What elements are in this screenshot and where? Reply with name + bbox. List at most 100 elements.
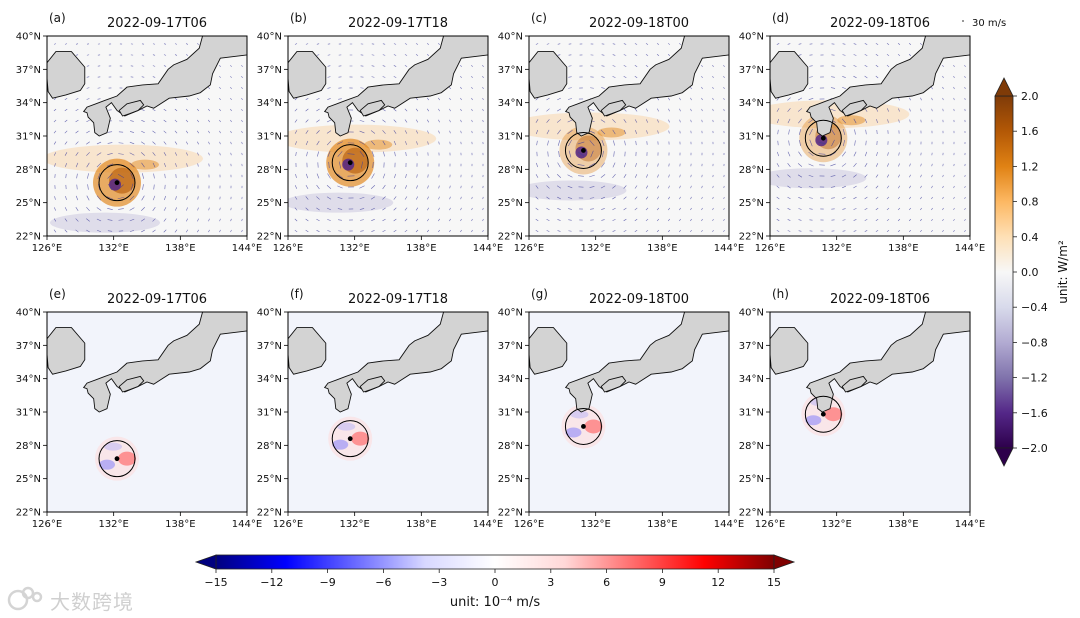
lat-tick-label: 34°N [739,374,764,385]
storm-center-marker [581,148,586,153]
lat-tick-label: 34°N [16,374,41,385]
lat-tick-label: 34°N [498,374,523,385]
lat-tick-label: 25°N [257,474,282,485]
lat-tick-label: 28°N [739,441,764,452]
shikoku-landmass [118,375,145,393]
lon-tick-label: 144°E [955,243,985,254]
top-colorbar-tick-label: −0.4 [1021,301,1048,314]
lat-tick-label: 37°N [498,65,523,76]
bottom-colorbar-body [215,554,775,570]
lon-tick-label: 138°E [165,243,195,254]
lon-tick-label: 132°E [821,519,851,530]
lat-tick-label: 28°N [257,165,282,176]
lat-tick-label: 34°N [257,374,282,385]
lon-tick-label: 138°E [888,243,918,254]
lon-tick-label: 138°E [888,519,918,530]
shikoku-landmass [118,99,145,117]
top-colorbar: 2.0 1.6 1.2 0.8 0.4 0.0 −0.4 −0.8 −1.2 −1.6 −2.0 u… [994,77,1070,467]
lat-tick-label: 25°N [739,474,764,485]
panel-title: 2022-09-17T18 [348,16,448,31]
bottom-colorbar-tick-label: −9 [319,576,335,589]
storm-center-marker [347,160,353,166]
lat-tick-label: 22°N [498,232,523,243]
storm-center-marker [114,180,120,186]
bottom-colorbar-tick-label: 15 [767,576,781,589]
panel-label: (c) [531,11,547,25]
korea-landmass [770,327,809,375]
korea-landmass [288,327,327,375]
lon-tick-label: 126°E [273,519,303,530]
panel-label: (a) [49,11,66,25]
lat-tick-label: 40°N [498,308,523,319]
lon-tick-label: 132°E [98,519,128,530]
panel-title: 2022-09-18T06 [830,292,930,307]
lat-tick-label: 34°N [257,98,282,109]
panel-title: 2022-09-17T06 [107,16,207,31]
shikoku-landmass [841,375,868,393]
panel-e: (e) 2022-09-17T06 126°E 132°E 138°E 144°E 22°N… [16,287,262,530]
lon-tick-label: 144°E [714,243,744,254]
lon-tick-label: 144°E [714,519,744,530]
lat-tick-label: 28°N [16,165,41,176]
lat-tick-label: 22°N [739,508,764,519]
panel-d: (d) 2022-09-18T06 126°E 132°E 138°E 144°E 22°N… [739,11,985,254]
storm-radius-ring [564,407,602,445]
panel-label: (f) [290,287,304,301]
panel-title: 2022-09-17T18 [348,292,448,307]
korea-landmass [529,51,568,99]
lat-tick-label: 37°N [498,341,523,352]
lon-tick-label: 126°E [32,243,62,254]
lon-tick-label: 126°E [514,243,544,254]
panel-f: (f) 2022-09-17T18 126°E 132°E 138°E 144°E 22°N… [257,287,503,530]
lat-tick-label: 28°N [257,441,282,452]
lat-tick-label: 37°N [16,65,41,76]
lat-tick-label: 40°N [257,32,282,43]
panel-title: 2022-09-18T06 [830,16,930,31]
bottom-colorbar-tick-label: 3 [547,576,554,589]
lon-tick-label: 132°E [98,243,128,254]
lon-tick-label: 132°E [339,243,369,254]
bottom-colorbar-tick-label: −12 [260,576,283,589]
lon-tick-label: 126°E [755,243,785,254]
bottom-colorbar-tick-label: 6 [603,576,610,589]
korea-landmass [288,51,327,99]
lon-tick-label: 144°E [232,519,262,530]
lon-tick-label: 132°E [580,243,610,254]
top-colorbar-label: unit: W/m² [1056,240,1070,304]
shikoku-landmass [359,375,386,393]
lat-tick-label: 25°N [739,198,764,209]
bottom-colorbar-tick-label: −6 [375,576,391,589]
bottom-colorbar-tick-label: −3 [431,576,447,589]
korea-landmass [47,327,86,375]
storm-center-marker [114,456,120,462]
top-colorbar-ticks: 2.0 1.6 1.2 0.8 0.4 0.0 −0.4 −0.8 −1.2 −1.6 −2.0 [1013,90,1048,455]
top-colorbar-min-extend [994,447,1014,467]
lat-tick-label: 25°N [498,474,523,485]
storm-radius-ring [564,131,602,169]
bottom-colorbar-max-extend [773,554,796,570]
bottom-colorbar: −15 −12 −9 −6 −3 0 3 6 9 12 15 unit: 10⁻⁴ m/s [194,554,796,610]
storm-radius-ring [804,395,842,433]
lon-tick-label: 138°E [647,519,677,530]
top-colorbar-tick-label: −0.8 [1021,336,1048,349]
top-colorbar-tick-label: −2.0 [1021,442,1048,455]
watermark: 大数跨境 [6,584,146,614]
top-colorbar-tick-label: 0.0 [1021,266,1039,279]
quiver-key: 30 m/s [962,18,1006,29]
lat-tick-label: 28°N [739,165,764,176]
lat-tick-label: 40°N [16,308,41,319]
shikoku-landmass [600,99,627,117]
lon-tick-label: 132°E [821,243,851,254]
lon-tick-label: 132°E [580,519,610,530]
top-colorbar-tick-label: 2.0 [1021,90,1039,103]
top-colorbar-body [994,95,1014,449]
lat-tick-label: 22°N [257,508,282,519]
korea-landmass [47,51,86,99]
lon-tick-label: 126°E [755,519,785,530]
bottom-colorbar-tick-label: 0 [492,576,499,589]
storm-radius-ring [98,164,136,202]
top-colorbar-tick-label: −1.2 [1021,372,1048,385]
lat-tick-label: 25°N [498,198,523,209]
lat-tick-label: 22°N [257,232,282,243]
bottom-colorbar-min-extend [194,554,217,570]
